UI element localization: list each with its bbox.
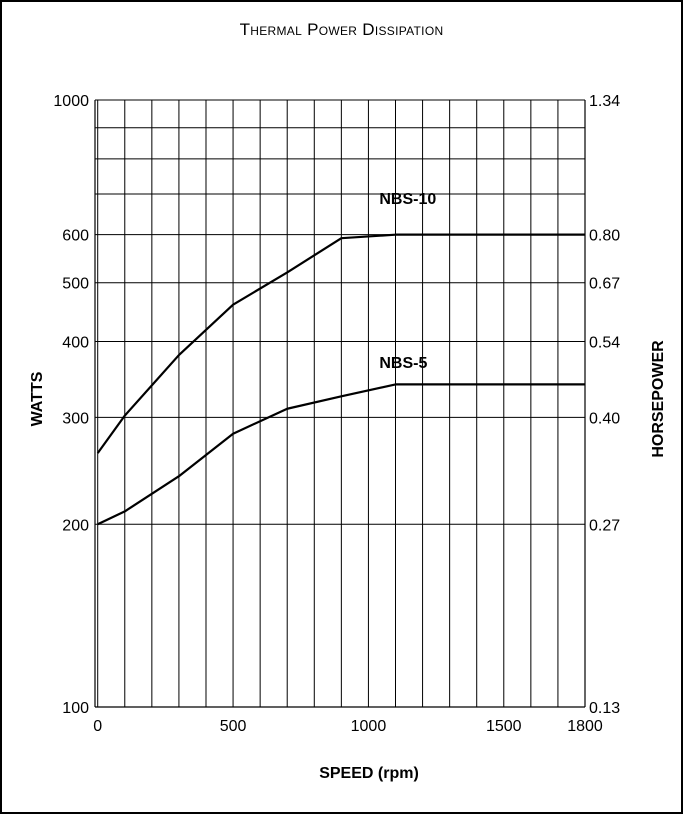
y-axis-label: WATTS <box>29 371 46 426</box>
grid <box>94 99 586 708</box>
y2-tick-label: 0.27 <box>589 517 620 534</box>
y2-tick-label: 0.80 <box>589 228 620 245</box>
x-tick-label: 500 <box>220 718 247 735</box>
series-label: NBS-10 <box>379 191 436 208</box>
axis-labels: 100 200 300 400 500 600 1000 1.34 0.80 0.67 0.54 0.… <box>53 93 620 735</box>
x-tick-label: 1800 <box>567 718 603 735</box>
y2-tick-label: 0.40 <box>589 410 620 427</box>
y2-axis-label: HORSEPOWER <box>650 340 667 458</box>
series-label: NBS-5 <box>379 355 427 372</box>
chart-title: Thermal Power Dissipation <box>239 20 444 39</box>
x-tick-label: 1500 <box>486 718 522 735</box>
y-tick-label: 500 <box>62 276 89 293</box>
series-lines <box>96 233 585 526</box>
y-tick-label: 300 <box>62 410 89 427</box>
y-tick-label: 600 <box>62 228 89 245</box>
y-tick-label: 200 <box>62 517 89 534</box>
y-tick-label: 400 <box>62 335 89 352</box>
y2-tick-label: 0.67 <box>589 276 620 293</box>
x-tick-label: 1000 <box>351 718 387 735</box>
y-tick-label: 1000 <box>53 93 89 110</box>
y2-tick-label: 0.54 <box>589 335 620 352</box>
y2-tick-label: 0.13 <box>589 700 620 717</box>
series-line <box>97 383 585 526</box>
y-tick-label: 100 <box>62 700 89 717</box>
series-line <box>96 233 585 454</box>
x-tick-label: 0 <box>93 718 102 735</box>
y2-tick-label: 1.34 <box>589 93 620 110</box>
x-axis-label: SPEED (rpm) <box>319 765 419 782</box>
